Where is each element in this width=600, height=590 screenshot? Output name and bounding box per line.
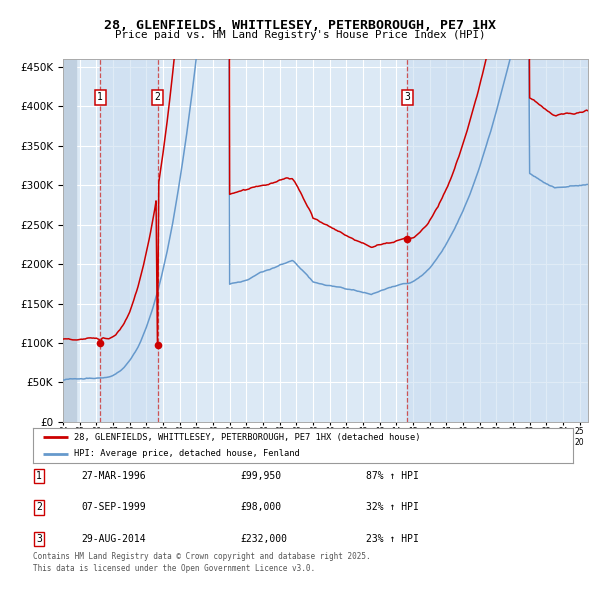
- Bar: [63, 59, 76, 422]
- Text: 3: 3: [404, 92, 410, 102]
- Text: 3: 3: [36, 534, 42, 543]
- Text: 2: 2: [155, 92, 161, 102]
- Text: 07-SEP-1999: 07-SEP-1999: [81, 503, 146, 512]
- Text: Contains HM Land Registry data © Crown copyright and database right 2025.
This d: Contains HM Land Registry data © Crown c…: [33, 552, 371, 573]
- Text: 27-MAR-1996: 27-MAR-1996: [81, 471, 146, 481]
- Text: 1: 1: [97, 92, 103, 102]
- Bar: [100, 59, 158, 422]
- Text: 28, GLENFIELDS, WHITTLESEY, PETERBOROUGH, PE7 1HX (detached house): 28, GLENFIELDS, WHITTLESEY, PETERBOROUGH…: [74, 433, 420, 442]
- Text: 87% ↑ HPI: 87% ↑ HPI: [366, 471, 419, 481]
- Text: 2: 2: [36, 503, 42, 512]
- Text: £99,950: £99,950: [240, 471, 281, 481]
- Text: 1: 1: [36, 471, 42, 481]
- Text: 32% ↑ HPI: 32% ↑ HPI: [366, 503, 419, 512]
- Text: £232,000: £232,000: [240, 534, 287, 543]
- Text: 29-AUG-2014: 29-AUG-2014: [81, 534, 146, 543]
- Text: 23% ↑ HPI: 23% ↑ HPI: [366, 534, 419, 543]
- Text: Price paid vs. HM Land Registry's House Price Index (HPI): Price paid vs. HM Land Registry's House …: [115, 30, 485, 40]
- Text: £98,000: £98,000: [240, 503, 281, 512]
- Text: 28, GLENFIELDS, WHITTLESEY, PETERBOROUGH, PE7 1HX: 28, GLENFIELDS, WHITTLESEY, PETERBOROUGH…: [104, 19, 496, 32]
- Bar: [407, 59, 588, 422]
- Text: HPI: Average price, detached house, Fenland: HPI: Average price, detached house, Fenl…: [74, 449, 299, 458]
